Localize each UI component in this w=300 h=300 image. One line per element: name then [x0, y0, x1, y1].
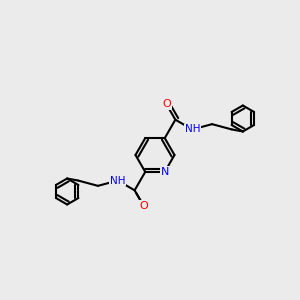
- Text: O: O: [139, 201, 148, 211]
- Text: O: O: [162, 99, 171, 109]
- Text: NH: NH: [184, 124, 200, 134]
- Text: NH: NH: [110, 176, 125, 185]
- Text: N: N: [160, 167, 169, 177]
